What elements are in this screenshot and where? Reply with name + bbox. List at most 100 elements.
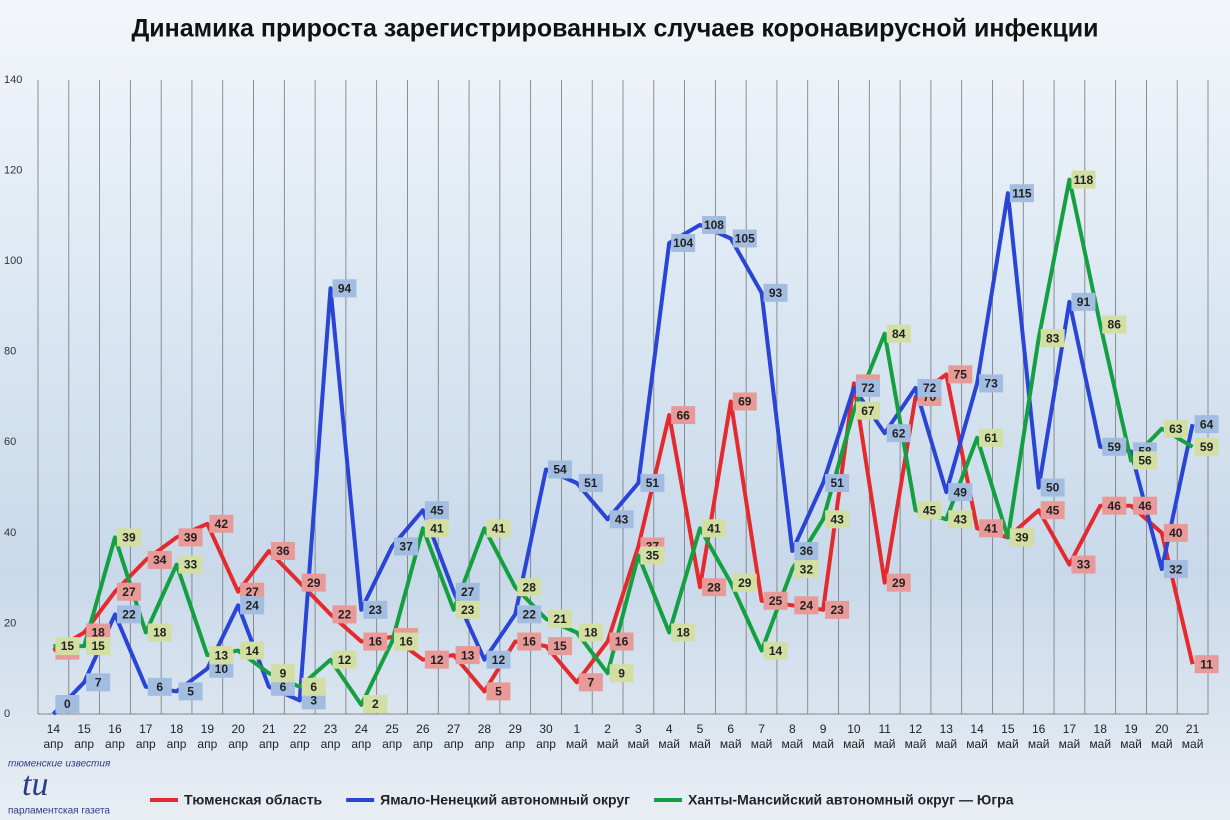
legend-label: Ханты-Мансийский автономный округ — Югра <box>688 792 1014 808</box>
data-label: 22 <box>122 608 136 622</box>
data-label-box <box>486 519 511 538</box>
data-label: 40 <box>1169 526 1183 540</box>
data-label-box <box>86 673 111 692</box>
data-label: 33 <box>1077 558 1091 572</box>
data-label-box <box>855 401 880 420</box>
data-label-box <box>578 623 603 642</box>
data-label: 49 <box>954 485 968 499</box>
x-tick-label: 23 апр <box>320 722 341 751</box>
data-label: 7 <box>587 675 594 689</box>
x-tick-label: 21 апр <box>258 722 279 751</box>
data-label: 12 <box>492 653 506 667</box>
data-label-box <box>424 519 449 538</box>
y-tick-label: 40 <box>4 527 16 539</box>
data-label-box <box>455 646 480 665</box>
data-label-box <box>1040 329 1065 348</box>
data-label: 27 <box>122 585 136 599</box>
logo-text: парламентская газета <box>8 806 110 817</box>
legend-label: Тюменская область <box>184 792 323 808</box>
x-tick-label: 15 май <box>997 722 1019 751</box>
data-label-box <box>640 474 665 493</box>
data-label: 22 <box>338 608 352 622</box>
data-label-box <box>609 510 634 529</box>
x-tick-label: 6 май <box>719 722 742 751</box>
series-line <box>51 191 1195 716</box>
data-label: 16 <box>369 635 383 649</box>
x-tick-label: 16 май <box>1027 722 1050 751</box>
data-label-box <box>147 677 172 696</box>
data-label-box <box>86 637 111 656</box>
data-label-box <box>917 378 942 397</box>
data-label-box <box>147 623 172 642</box>
data-label-box <box>332 605 357 624</box>
data-label-box <box>794 541 819 560</box>
data-label-box <box>671 623 696 642</box>
chart-title: Динамика прироста зарегистрированных слу… <box>131 15 1098 43</box>
data-label: 24 <box>800 598 814 612</box>
data-label: 32 <box>800 562 814 576</box>
x-tick-label: 14 апр <box>43 722 64 751</box>
data-label: 108 <box>704 218 724 232</box>
data-label: 5 <box>495 685 502 699</box>
data-label: 86 <box>1108 318 1122 332</box>
data-label: 14 <box>769 644 783 658</box>
data-label: 37 <box>399 540 413 554</box>
data-label: 56 <box>1138 454 1152 468</box>
data-label: 72 <box>923 381 937 395</box>
data-label-box <box>1194 437 1219 456</box>
data-label-box <box>1071 555 1096 574</box>
data-label-box <box>763 283 788 302</box>
data-label-box <box>1163 560 1188 579</box>
data-label: 6 <box>156 680 163 694</box>
x-tick-label: 24 апр <box>351 722 372 751</box>
data-label-box <box>732 229 757 248</box>
x-tick-label: 25 апр <box>382 722 402 751</box>
data-label-box <box>609 632 634 651</box>
data-label-box <box>486 682 511 701</box>
data-label: 45 <box>1046 503 1060 517</box>
data-label-box <box>424 501 449 520</box>
data-label: 39 <box>184 531 198 545</box>
data-label-box <box>1133 496 1158 515</box>
data-label-box <box>517 605 542 624</box>
data-label: 23 <box>369 603 383 617</box>
data-label: 10 <box>215 662 229 676</box>
data-label-box <box>1133 451 1158 470</box>
x-tick-label: 20 май <box>1150 722 1173 751</box>
data-label: 39 <box>122 531 136 545</box>
data-label-box <box>363 632 388 651</box>
data-label-box <box>732 392 757 411</box>
data-label-box <box>979 374 1004 393</box>
data-label: 94 <box>338 281 352 295</box>
data-label: 16 <box>399 635 413 649</box>
data-label-box <box>578 673 603 692</box>
data-label-box <box>763 641 788 660</box>
data-label: 42 <box>215 517 229 531</box>
data-label: 32 <box>1169 562 1183 576</box>
data-label: 105 <box>735 232 755 246</box>
x-tick-label: 1 май <box>565 722 588 751</box>
data-label: 54 <box>553 463 567 477</box>
x-tick-label: 16 апр <box>105 722 125 751</box>
x-tick-label: 15 апр <box>74 722 95 751</box>
x-tick-label: 30 апр <box>536 722 556 751</box>
y-tick-label: 120 <box>4 164 22 176</box>
data-label-box <box>1102 437 1127 456</box>
data-label: 18 <box>584 626 598 640</box>
data-label: 67 <box>861 404 875 418</box>
data-label-box <box>455 600 480 619</box>
data-label: 115 <box>1012 186 1032 200</box>
data-label-box <box>825 600 850 619</box>
data-label-box <box>178 682 203 701</box>
y-tick-label: 0 <box>4 708 10 720</box>
data-label-box <box>301 691 326 710</box>
data-label-box <box>1102 315 1127 334</box>
data-label-box <box>1194 655 1219 674</box>
x-tick-label: 18 апр <box>166 722 187 751</box>
data-label: 22 <box>523 608 537 622</box>
data-label-box <box>270 541 295 560</box>
data-label-box <box>671 406 696 425</box>
data-label-box <box>979 519 1004 538</box>
data-label-box <box>147 551 172 570</box>
